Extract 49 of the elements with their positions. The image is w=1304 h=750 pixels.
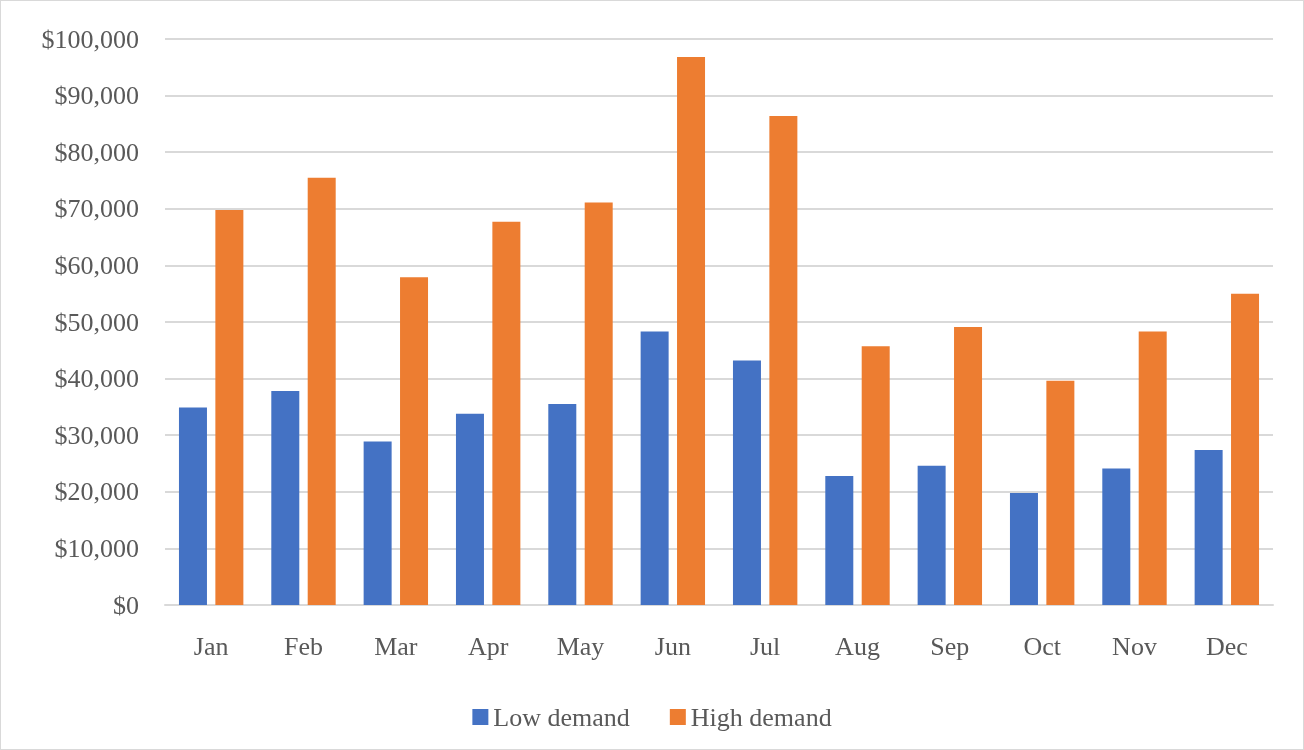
bar — [492, 221, 521, 605]
x-tick-label: Mar — [374, 631, 418, 661]
y-tick-label: $50,000 — [54, 307, 139, 337]
x-tick-label: Sep — [930, 631, 970, 661]
bar — [307, 177, 336, 605]
bar — [1231, 293, 1260, 605]
bar — [584, 202, 613, 605]
bar — [400, 277, 429, 605]
bar — [917, 465, 946, 605]
y-tick-label: $10,000 — [54, 533, 139, 563]
bar — [271, 391, 300, 605]
x-tick-label: Aug — [835, 631, 880, 661]
bar — [954, 327, 983, 605]
y-tick-label: $40,000 — [54, 364, 139, 394]
bar — [455, 413, 484, 605]
y-tick-label: $70,000 — [54, 194, 139, 224]
legend-label: Low demand — [493, 702, 630, 732]
bar — [825, 475, 854, 605]
bar — [732, 360, 761, 605]
bar — [640, 331, 669, 605]
x-tick-label: Feb — [284, 631, 323, 661]
x-tick-label: Oct — [1023, 631, 1062, 661]
x-tick-label: Jul — [749, 631, 781, 661]
bar — [1138, 331, 1167, 605]
bar — [1194, 449, 1223, 605]
y-tick-label: $0 — [113, 590, 139, 620]
bar — [769, 115, 798, 605]
x-tick-label: May — [556, 631, 605, 661]
x-tick-label: Nov — [1112, 631, 1157, 661]
bar — [548, 404, 577, 605]
y-tick-label: $100,000 — [41, 24, 139, 54]
bar — [178, 407, 207, 605]
y-tick-label: $60,000 — [54, 250, 139, 280]
bar — [363, 441, 392, 605]
bar — [1102, 468, 1131, 605]
bar — [1009, 492, 1038, 605]
x-tick-label: Jun — [654, 631, 691, 661]
bar — [861, 346, 890, 605]
x-tick-label: Apr — [467, 631, 509, 661]
y-tick-label: $30,000 — [54, 420, 139, 450]
legend-label: High demand — [690, 702, 832, 732]
y-tick-label: $90,000 — [54, 81, 139, 111]
bar — [677, 57, 706, 605]
x-tick-label: Dec — [1205, 631, 1248, 661]
bar — [1046, 380, 1075, 605]
y-tick-label: $20,000 — [54, 477, 139, 507]
x-tick-label: Jan — [193, 631, 229, 661]
y-tick-label: $80,000 — [54, 137, 139, 167]
bar — [215, 209, 244, 605]
